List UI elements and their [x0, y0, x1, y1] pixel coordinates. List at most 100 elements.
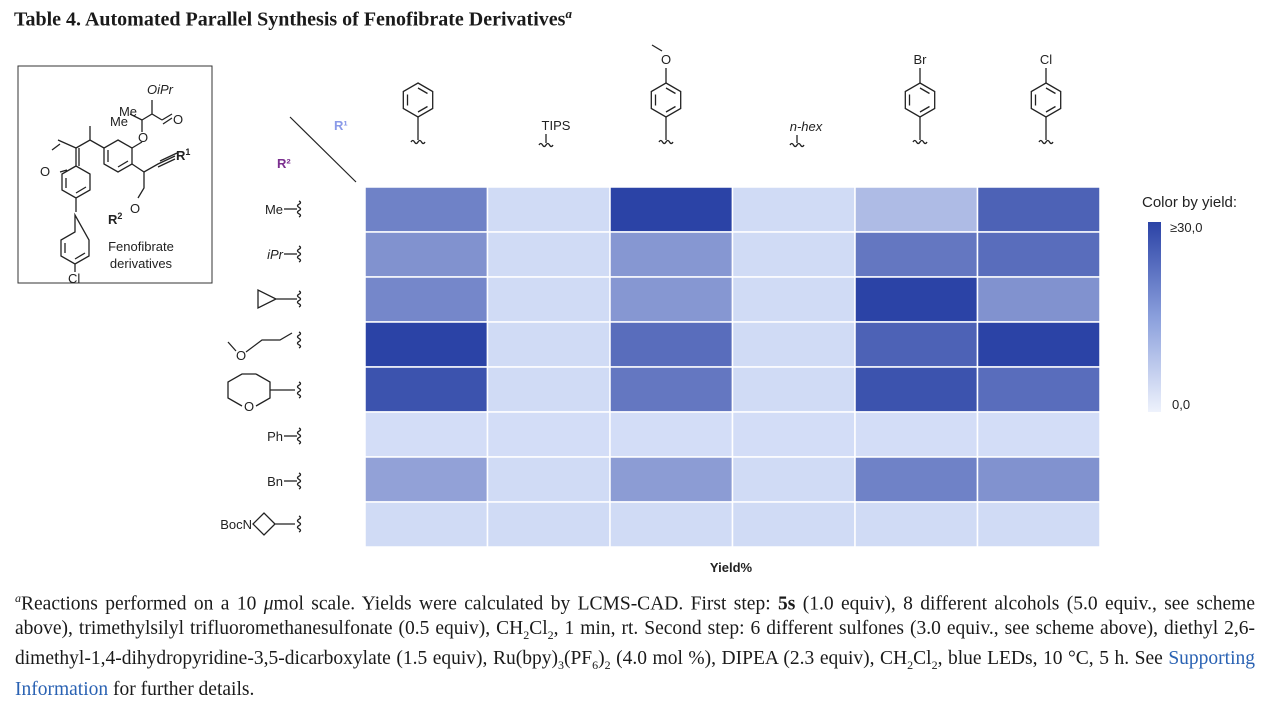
heatmap-cell	[854, 321, 979, 368]
colorbar-max-label: ≥30,0	[1170, 220, 1202, 235]
axis-divider	[289, 116, 357, 183]
colorbar-legend: Color by yield: ≥30,0 0,0	[1142, 194, 1237, 412]
benzyl-label: Bn	[267, 474, 283, 489]
heatmap-cell	[731, 411, 856, 458]
row-header-phenyl: Ph	[267, 427, 302, 445]
column-header-n-hexyl: n-hex	[789, 119, 823, 148]
footnote-segment: a	[15, 591, 21, 605]
chloro-label: Cl	[68, 271, 80, 286]
heatmap-cell	[609, 366, 734, 413]
row-header-methyl: Me	[265, 200, 302, 218]
footnote-segment: for further details.	[108, 678, 255, 700]
footnote-segment: (1.0 equiv), 8 different alcohols (5.0 e…	[15, 593, 1255, 640]
heatmap-cell	[854, 231, 979, 278]
footnote-segment: 2	[931, 658, 938, 673]
heatmap-cell	[976, 321, 1101, 368]
heatmap-cell	[609, 186, 734, 233]
chloro-label: Cl	[1040, 52, 1052, 67]
methyl-label: Me	[119, 104, 137, 119]
methyl-label: Me	[110, 114, 128, 129]
heatmap-cell	[976, 411, 1101, 458]
heatmap-cell	[364, 231, 489, 278]
footnote-segment: Cl	[529, 618, 548, 639]
colorbar-title: Color by yield:	[1142, 194, 1237, 211]
heatmap-cell	[364, 366, 489, 413]
heatmap-cell	[486, 276, 611, 323]
supporting-information-link[interactable]: Supporting Information	[15, 648, 1255, 700]
heatmap-cell	[609, 411, 734, 458]
footnote-segment: Reactions performed on a 10	[21, 593, 264, 615]
footnote-segment: 2	[907, 658, 914, 673]
heatmap-cell	[731, 231, 856, 278]
column-header-tips: TIPS	[538, 118, 571, 148]
phenyl-label: Ph	[267, 429, 283, 444]
footnote-marker: a	[565, 6, 572, 21]
footnote-segment: 2	[604, 658, 611, 673]
heatmap-cell	[731, 321, 856, 368]
heatmap-cell	[976, 186, 1101, 233]
heatmap-cell	[731, 501, 856, 548]
heatmap-cell	[731, 366, 856, 413]
footnote-segment: 2	[523, 627, 530, 642]
r2-axis-label: R²	[277, 156, 291, 171]
footnote-segment: 2	[547, 627, 554, 642]
footnote-segment: Cl	[913, 648, 932, 670]
colorbar-min-label: 0,0	[1172, 397, 1190, 412]
heatmap-cell	[731, 276, 856, 323]
heatmap-cell	[486, 456, 611, 503]
column-header-4-bromophenyl: Br	[904, 52, 936, 145]
footnote-segment: mol scale. Yields were calculated by LCM…	[273, 593, 778, 615]
table-title-text: Table 4. Automated Parallel Synthesis of…	[14, 8, 566, 31]
tips-label: TIPS	[542, 118, 571, 133]
heatmap-cell	[486, 366, 611, 413]
row-header-methoxyethyl: O	[227, 331, 302, 363]
heatmap-cell	[609, 321, 734, 368]
bromo-label: Br	[914, 52, 928, 67]
carbonyl-oxygen-label: O	[173, 112, 183, 127]
heatmap	[364, 186, 1101, 548]
footnote-segment: μ	[263, 593, 274, 615]
heatmap-cell	[976, 231, 1101, 278]
heatmap-cell	[364, 411, 489, 458]
methyl-label: Me	[265, 202, 283, 217]
heatmap-cell	[486, 321, 611, 368]
footnote-segment: , 1 min, rt. Second step: 6 different su…	[15, 618, 1256, 670]
row-header-boc-azetidinyl: BocN	[220, 512, 302, 536]
footnote-segment: (4.0 mol %), DIPEA (2.3 equiv), CH	[610, 648, 908, 670]
footnote-segment: )	[598, 648, 605, 670]
fenofibrate-structure: Me Me OiPr O O O R1 R2 O Cl Fenofibrate …	[40, 82, 190, 286]
scheme-name-line1: Fenofibrate	[108, 239, 174, 254]
heatmap-cell	[854, 276, 979, 323]
row-header-cyclopropyl	[257, 288, 302, 310]
heatmap-cell	[486, 501, 611, 548]
heatmap-cell	[364, 321, 489, 368]
column-header-4-chlorophenyl: Cl	[1030, 52, 1062, 145]
footnote-segment: , blue LEDs, 10 °C, 5 h. See	[937, 648, 1169, 670]
bocn-label: BocN	[220, 517, 252, 532]
heatmap-cell	[609, 501, 734, 548]
row-header-tetrahydropyranyl: O	[227, 373, 302, 414]
ether-oxygen-label: O	[138, 130, 148, 145]
footnote-segment: 3	[557, 658, 564, 673]
r1-label: R1	[176, 147, 190, 163]
heatmap-cell	[976, 276, 1101, 323]
row-header-isopropyl: iPr	[267, 245, 302, 263]
fenofibrate-scheme: Me Me OiPr O O O R1 R2 O Cl Fenofibrate …	[17, 65, 213, 286]
heatmap-cell	[854, 366, 979, 413]
heatmap-cell	[854, 411, 979, 458]
footnote-segment: (PF	[563, 648, 593, 670]
heatmap-cell	[854, 186, 979, 233]
ketone-oxygen-label: O	[40, 164, 50, 179]
alkoxy-oxygen-label: O	[130, 201, 140, 216]
row-header-benzyl: Bn	[267, 472, 302, 490]
isopropyl-label: iPr	[267, 247, 284, 262]
r2-label: R2	[108, 211, 122, 227]
heatmap-cell	[976, 366, 1101, 413]
footnote-segment: 6	[592, 658, 599, 673]
heatmap-cell	[731, 186, 856, 233]
heatmap-cell	[609, 276, 734, 323]
heatmap-cell	[364, 456, 489, 503]
heatmap-cell	[854, 456, 979, 503]
oxygen-label: O	[236, 348, 246, 363]
